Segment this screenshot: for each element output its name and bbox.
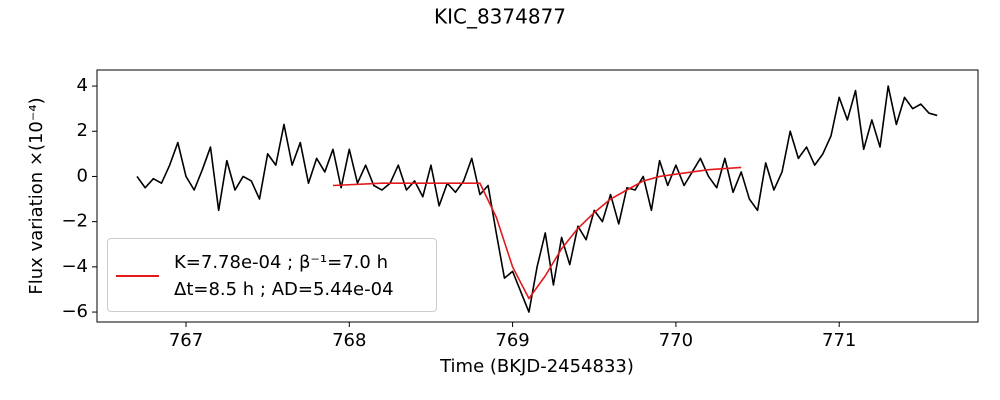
- x-tick-label: 771: [822, 330, 856, 351]
- y-tick-label: −2: [61, 211, 88, 232]
- x-tick-label: 767: [169, 330, 203, 351]
- data-line: [332, 166, 742, 300]
- x-tick-label: 770: [659, 330, 693, 351]
- y-axis-label: Flux variation ×(10⁻⁴): [26, 97, 47, 294]
- legend: K=7.78e-04 ; β⁻¹=7.0 h Δt=8.5 h ; AD=5.4…: [107, 238, 437, 312]
- x-axis-label: Time (BKJD-2454833): [439, 356, 634, 377]
- x-tick-label: 768: [332, 330, 366, 351]
- y-tick-label: 2: [77, 120, 88, 141]
- x-tick-label: 769: [495, 330, 529, 351]
- y-tick-label: 0: [77, 165, 88, 186]
- legend-label: K=7.78e-04 ; β⁻¹=7.0 h Δt=8.5 h ; AD=5.4…: [174, 252, 394, 300]
- y-tick-label: 4: [77, 75, 88, 96]
- y-tick-label: −6: [61, 301, 88, 322]
- chart-title: KIC_8374877: [434, 5, 566, 29]
- y-tick-label: −4: [61, 256, 88, 277]
- plot-frame: [96, 69, 979, 323]
- legend-swatch: [116, 275, 159, 277]
- data-line: [136, 85, 938, 313]
